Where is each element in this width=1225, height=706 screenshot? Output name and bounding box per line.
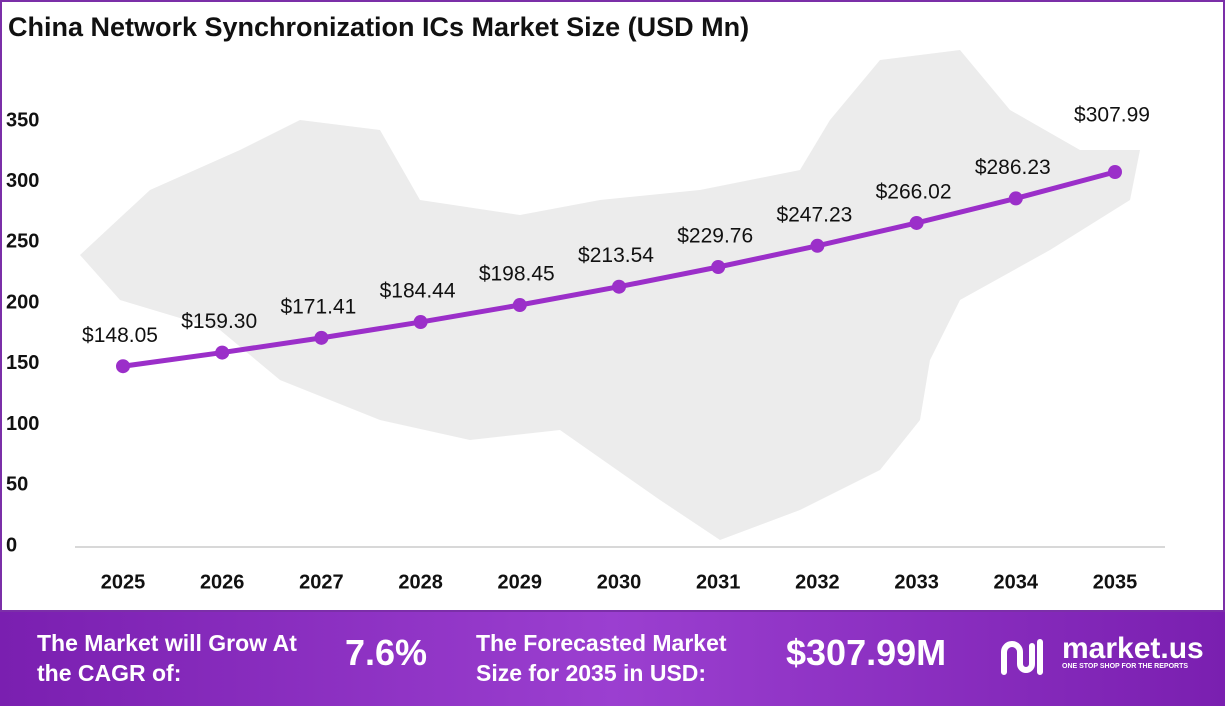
y-tick-label: 50 — [6, 474, 28, 496]
point — [413, 315, 428, 330]
brand: market.us — [1062, 632, 1204, 665]
y-tick-label: 100 — [6, 413, 39, 435]
footer-band: The Market will Grow At the CAGR of: 7.6… — [0, 612, 1225, 706]
x-tick-label: 2029 — [498, 571, 543, 593]
data-label: $266.02 — [876, 181, 952, 204]
x-tick-label: 2032 — [795, 571, 840, 593]
data-label: $307.99 — [1074, 104, 1150, 127]
chart-title: China Network Synchronization ICs Market… — [8, 12, 749, 42]
point — [116, 359, 130, 374]
cagr-value: 7.6% — [345, 632, 428, 673]
y-tick-label: 350 — [6, 109, 39, 131]
data-label: $229.76 — [677, 225, 753, 248]
data-label: $184.44 — [380, 280, 456, 303]
x-tick-label: 2028 — [398, 571, 443, 593]
y-tick-label: 200 — [6, 291, 39, 313]
x-tick-label: 2035 — [1093, 571, 1138, 593]
data-label: $198.45 — [479, 263, 555, 286]
x-tick-label: 2025 — [101, 571, 146, 593]
x-tick-label: 2034 — [994, 571, 1039, 593]
point — [1108, 165, 1122, 180]
x-tick-label: 2033 — [894, 571, 939, 593]
tagline: ONE STOP SHOP FOR THE REPORTS — [1062, 663, 1189, 670]
cagr-text: The Market will Grow At the CAGR of: — [37, 630, 297, 686]
data-label: $148.05 — [82, 324, 158, 347]
point — [810, 238, 825, 253]
data-label: $247.23 — [776, 203, 852, 226]
y-tick-label: 250 — [6, 231, 39, 253]
x-tick-label: 2026 — [200, 571, 245, 593]
point — [711, 260, 726, 275]
x-tick-label: 2031 — [696, 571, 741, 593]
forecast-text: The Forecasted Market Size for 2035 in U… — [476, 630, 727, 686]
chart: China Network Synchronization ICs Market… — [0, 0, 1225, 612]
y-tick-label: 0 — [6, 534, 17, 556]
data-label: $159.30 — [181, 310, 257, 333]
brand-logo — [1001, 639, 1043, 675]
point — [909, 215, 924, 230]
x-tick-label: 2027 — [299, 571, 344, 593]
y-tick-label: 150 — [6, 352, 39, 374]
point — [314, 330, 329, 345]
data-label: $286.23 — [975, 156, 1051, 179]
x-tick-label: 2030 — [597, 571, 642, 593]
point — [1008, 191, 1023, 206]
forecast-value: $307.99M — [786, 632, 947, 673]
point — [215, 345, 230, 360]
point — [512, 298, 527, 313]
map-background — [80, 50, 1140, 540]
data-label: $213.54 — [578, 244, 654, 267]
y-tick-label: 300 — [6, 170, 39, 192]
data-label: $171.41 — [280, 295, 356, 318]
point — [612, 279, 626, 294]
